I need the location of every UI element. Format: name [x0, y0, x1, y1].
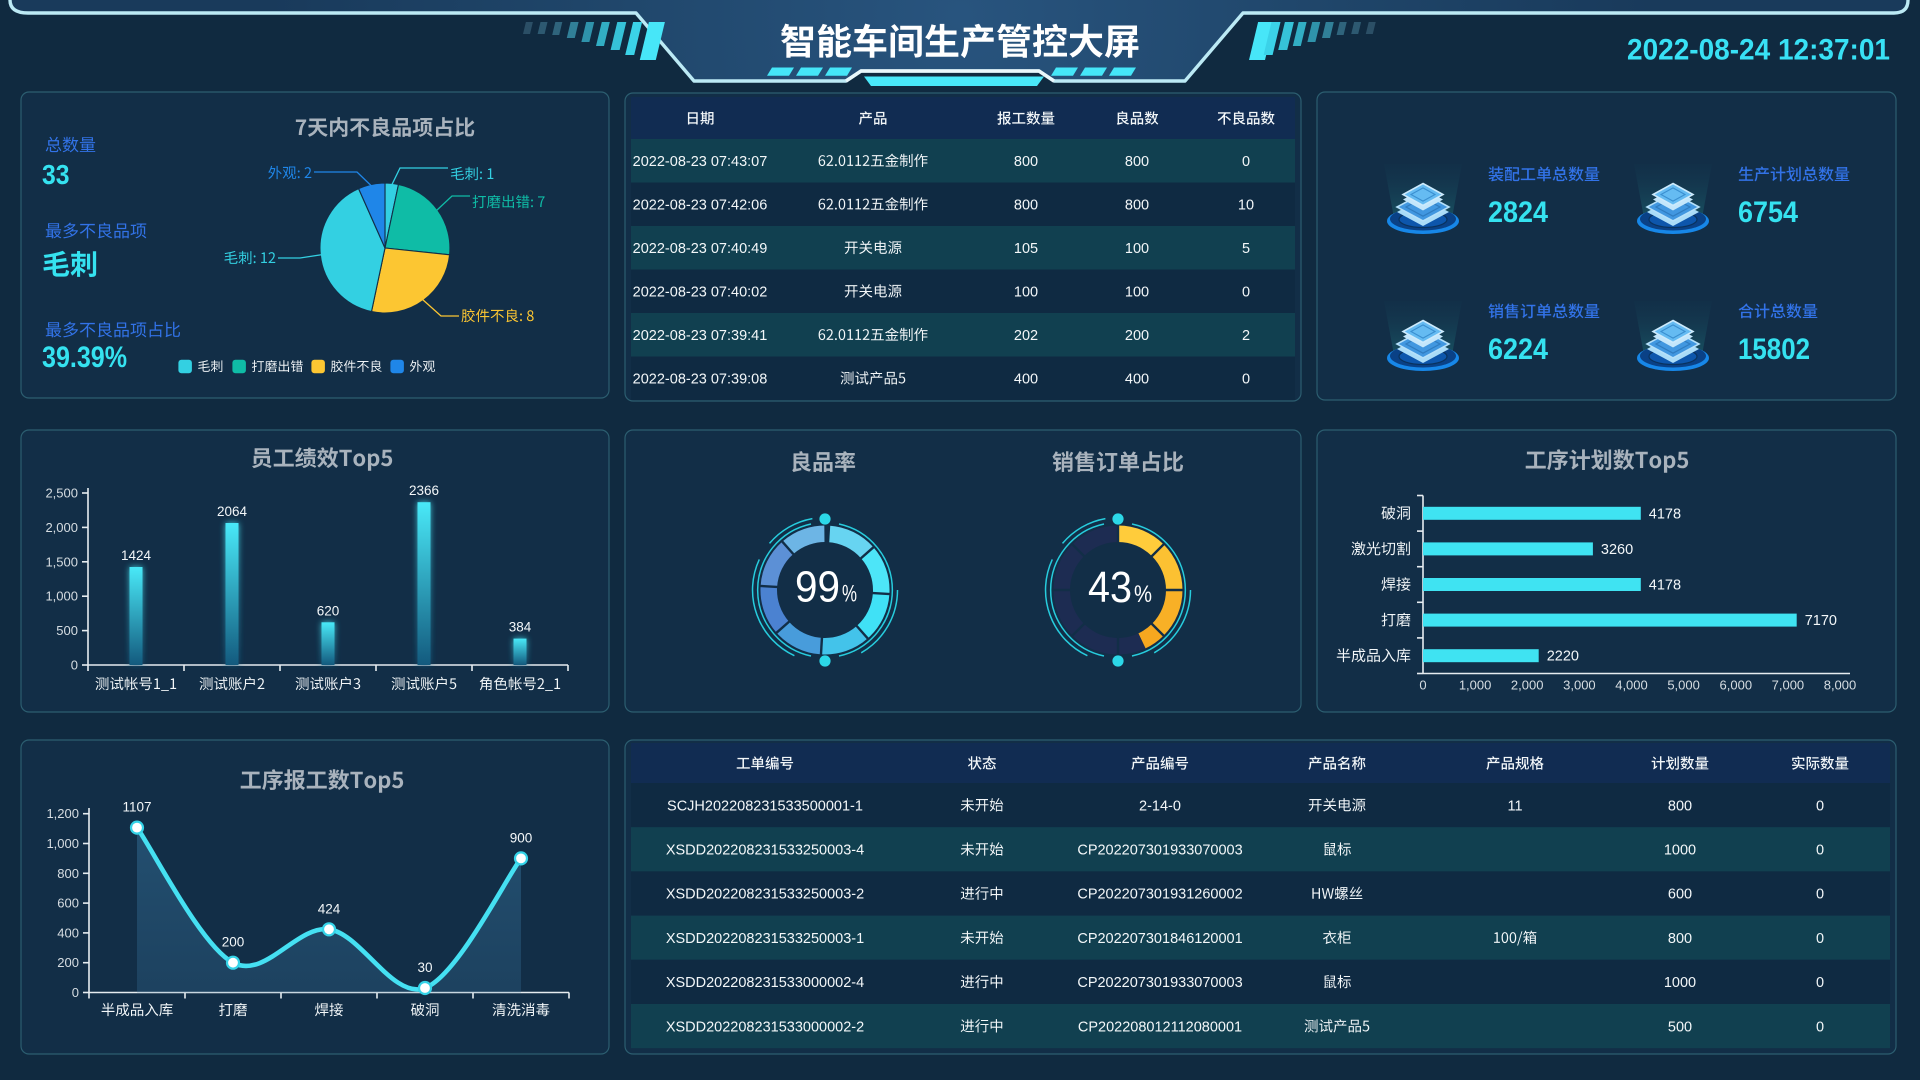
svg-text:0: 0	[1419, 678, 1426, 693]
svg-text:900: 900	[510, 830, 533, 845]
svg-text:%: %	[1134, 581, 1152, 608]
svg-text:3,000: 3,000	[1563, 678, 1596, 693]
svg-text:2022-08-23 07:39:41: 2022-08-23 07:39:41	[633, 328, 768, 344]
svg-text:1,000: 1,000	[1459, 678, 1492, 693]
svg-text:15802: 15802	[1738, 333, 1810, 366]
svg-text:XSDD202208231533000002-2: XSDD202208231533000002-2	[666, 1019, 864, 1035]
svg-text:1,000: 1,000	[46, 836, 79, 851]
svg-text:500: 500	[56, 623, 78, 638]
svg-text:XSDD202208231533250003-2: XSDD202208231533250003-2	[666, 887, 864, 903]
svg-text:384: 384	[509, 620, 532, 635]
svg-text:400: 400	[57, 925, 79, 940]
svg-text:4178: 4178	[1649, 506, 1681, 522]
svg-text:4,000: 4,000	[1615, 678, 1648, 693]
svg-text:0: 0	[1242, 154, 1250, 170]
svg-text:2022-08-23 07:39:08: 2022-08-23 07:39:08	[633, 371, 768, 387]
svg-text:0: 0	[1816, 975, 1824, 991]
svg-text:XSDD202208231533250003-4: XSDD202208231533250003-4	[666, 843, 864, 859]
svg-text:400: 400	[1125, 371, 1149, 387]
svg-text:3260: 3260	[1601, 542, 1633, 558]
svg-text:0: 0	[71, 658, 78, 673]
svg-text:2022-08-23 07:42:06: 2022-08-23 07:42:06	[633, 197, 768, 213]
svg-text:0: 0	[72, 985, 79, 1000]
svg-text:99: 99	[795, 563, 840, 612]
svg-text:500: 500	[1668, 1019, 1692, 1035]
svg-text:1424: 1424	[121, 548, 152, 563]
svg-text:2022-08-23 07:40:49: 2022-08-23 07:40:49	[633, 241, 768, 257]
svg-text:2-14-0: 2-14-0	[1139, 798, 1181, 814]
svg-text:100: 100	[1125, 241, 1149, 257]
svg-text:CP202208012112080001: CP202208012112080001	[1078, 1019, 1242, 1035]
svg-text:6,000: 6,000	[1720, 678, 1753, 693]
svg-text:600: 600	[57, 896, 79, 911]
svg-text:1,000: 1,000	[45, 589, 78, 604]
svg-text:1000: 1000	[1664, 843, 1696, 859]
svg-text:XSDD202208231533000002-4: XSDD202208231533000002-4	[666, 975, 864, 991]
svg-text:CP202207301846120001: CP202207301846120001	[1077, 931, 1242, 947]
svg-text:XSDD202208231533250003-1: XSDD202208231533250003-1	[666, 931, 864, 947]
svg-text:202: 202	[1014, 328, 1038, 344]
svg-text:4178: 4178	[1649, 578, 1681, 594]
svg-text:800: 800	[1014, 197, 1038, 213]
svg-text:600: 600	[1668, 887, 1692, 903]
svg-text:2022-08-24 12:37:01: 2022-08-24 12:37:01	[1627, 34, 1890, 67]
svg-text:2064: 2064	[217, 504, 248, 519]
svg-text:CP202207301931260002: CP202207301931260002	[1077, 887, 1242, 903]
svg-text:0: 0	[1816, 1019, 1824, 1035]
svg-text:1,500: 1,500	[45, 554, 78, 569]
svg-text:0: 0	[1242, 371, 1250, 387]
svg-text:7170: 7170	[1805, 613, 1837, 629]
svg-text:0: 0	[1816, 931, 1824, 947]
svg-text:2,000: 2,000	[1511, 678, 1544, 693]
svg-text:2: 2	[1242, 328, 1250, 344]
svg-text:CP202207301933070003: CP202207301933070003	[1077, 843, 1242, 859]
svg-text:620: 620	[317, 603, 340, 618]
svg-text:1107: 1107	[122, 800, 151, 815]
svg-text:2824: 2824	[1488, 196, 1548, 229]
svg-text:2,000: 2,000	[45, 520, 78, 535]
svg-text:30: 30	[417, 960, 432, 975]
svg-text:11: 11	[1507, 798, 1522, 814]
svg-text:2,500: 2,500	[45, 486, 78, 501]
svg-text:0: 0	[1816, 887, 1824, 903]
svg-text:0: 0	[1816, 798, 1824, 814]
svg-text:%: %	[842, 581, 857, 608]
svg-text:105: 105	[1014, 241, 1038, 257]
svg-text:43: 43	[1088, 563, 1132, 612]
svg-text:1,200: 1,200	[46, 806, 79, 821]
svg-text:200: 200	[1125, 328, 1149, 344]
svg-text:800: 800	[1668, 931, 1692, 947]
svg-text:2366: 2366	[409, 483, 439, 498]
svg-text:33: 33	[42, 159, 70, 190]
svg-text:800: 800	[1668, 798, 1692, 814]
svg-text:400: 400	[1014, 371, 1038, 387]
svg-text:6754: 6754	[1738, 196, 1798, 229]
svg-text:0: 0	[1242, 284, 1250, 300]
svg-text:7,000: 7,000	[1772, 678, 1805, 693]
svg-text:0: 0	[1816, 843, 1824, 859]
svg-text:SCJH202208231533500001-1: SCJH202208231533500001-1	[667, 798, 863, 814]
svg-text:2022-08-23 07:43:07: 2022-08-23 07:43:07	[633, 154, 768, 170]
svg-text:CP202207301933070003: CP202207301933070003	[1077, 975, 1242, 991]
svg-text:5,000: 5,000	[1667, 678, 1700, 693]
svg-text:800: 800	[1014, 154, 1038, 170]
svg-text:800: 800	[1125, 197, 1149, 213]
svg-text:6224: 6224	[1488, 333, 1548, 366]
svg-text:100: 100	[1014, 284, 1038, 300]
svg-text:5: 5	[1242, 241, 1250, 257]
svg-text:39.39%: 39.39%	[42, 341, 127, 374]
svg-text:424: 424	[318, 901, 341, 916]
svg-text:2022-08-23 07:40:02: 2022-08-23 07:40:02	[633, 284, 768, 300]
svg-text:10: 10	[1238, 197, 1254, 213]
svg-text:200: 200	[57, 955, 79, 970]
svg-text:8,000: 8,000	[1824, 678, 1857, 693]
svg-text:800: 800	[57, 866, 79, 881]
svg-text:1000: 1000	[1664, 975, 1696, 991]
svg-text:100: 100	[1125, 284, 1149, 300]
svg-text:2220: 2220	[1547, 649, 1579, 665]
svg-text:800: 800	[1125, 154, 1149, 170]
svg-text:200: 200	[222, 935, 245, 950]
